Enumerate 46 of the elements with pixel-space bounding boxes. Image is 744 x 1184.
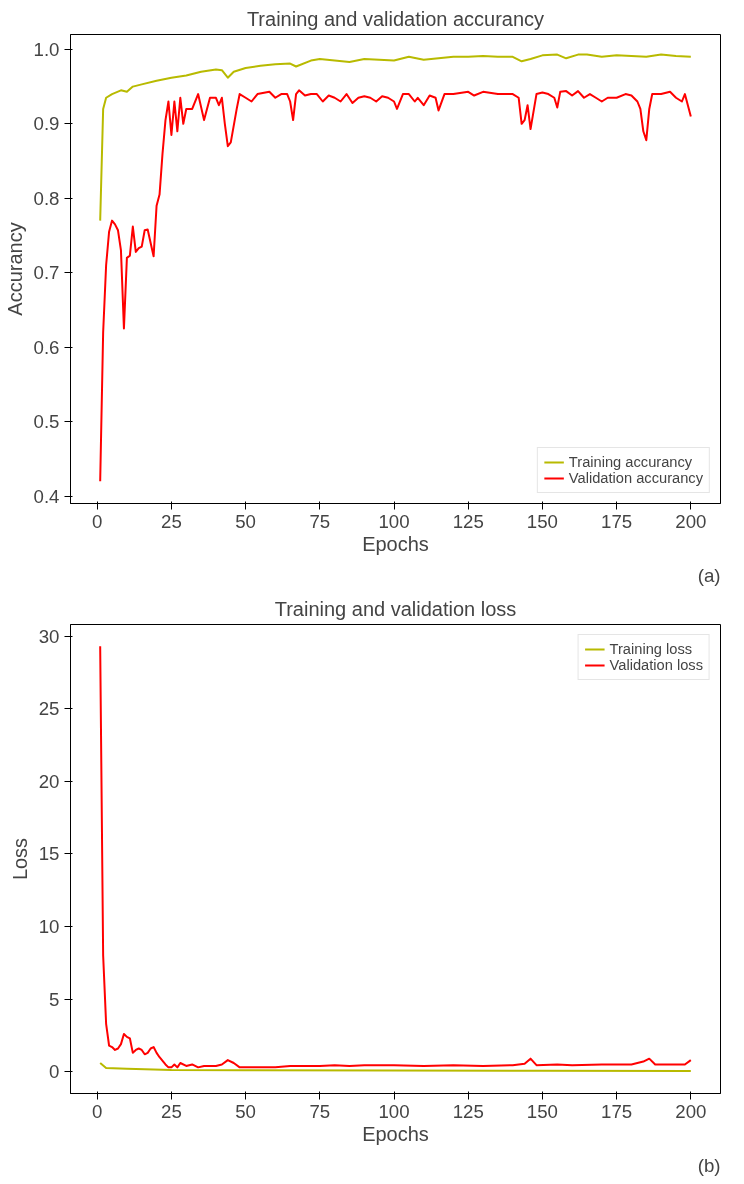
- x-axis-title: Epochs: [362, 532, 429, 555]
- y-tick-label: 0.6: [33, 336, 60, 358]
- x-tick-label: 125: [452, 510, 484, 532]
- x-tick-label: 100: [378, 1100, 410, 1122]
- x-tick-label: 25: [161, 1100, 182, 1122]
- x-tick-label: 175: [601, 1100, 633, 1122]
- y-tick-label: 1.0: [33, 38, 60, 60]
- x-tick-label: 125: [452, 1100, 484, 1122]
- text: (b): [697, 1154, 721, 1176]
- x-tick-label: 0: [92, 1100, 103, 1122]
- x-tick-label: 175: [601, 510, 633, 532]
- y-axis-title: Loss: [8, 837, 31, 881]
- y-tick-label: 0.4: [33, 485, 60, 507]
- y-tick-label: 0: [49, 1061, 60, 1083]
- y-tick-label: 10: [38, 916, 60, 938]
- x-tick-label: 200: [675, 510, 707, 532]
- y-tick-label: 15: [38, 843, 60, 865]
- x-tick-label: 150: [526, 510, 558, 532]
- y-tick-label: 0.9: [33, 113, 60, 135]
- x-tick-label: 50: [235, 1100, 256, 1122]
- legend-label: Training loss: [609, 641, 693, 657]
- x-tick-label: 75: [309, 510, 331, 532]
- y-tick-label: 0.5: [33, 411, 60, 433]
- legend-label: Validation loss: [609, 657, 703, 673]
- x-tick-label: 0: [92, 510, 103, 532]
- y-tick-label: 0.7: [33, 262, 60, 284]
- y-axis-title: Accurancy: [3, 222, 26, 316]
- x-axis-title: Epochs: [362, 1122, 429, 1145]
- legend-label: Validation accurancy: [568, 470, 703, 486]
- y-tick-label: 0.8: [33, 187, 60, 209]
- x-tick-label: 50: [235, 510, 256, 532]
- x-tick-label: 100: [378, 510, 410, 532]
- x-tick-label: 75: [309, 1100, 331, 1122]
- x-tick-label: 25: [161, 510, 182, 532]
- text: (a): [697, 564, 721, 586]
- chart-title: Training and validation loss: [274, 597, 517, 620]
- legend-label: Training accurancy: [568, 454, 693, 470]
- y-tick-label: 5: [49, 988, 60, 1010]
- y-tick-label: 20: [38, 770, 60, 792]
- x-tick-label: 150: [526, 1100, 558, 1122]
- y-tick-label: 30: [38, 625, 60, 647]
- x-tick-label: 200: [675, 1100, 707, 1122]
- chart-title: Training and validation accurancy: [246, 7, 545, 30]
- y-tick-label: 25: [38, 698, 60, 720]
- line-series: [99, 1062, 692, 1072]
- line-series: [99, 53, 692, 222]
